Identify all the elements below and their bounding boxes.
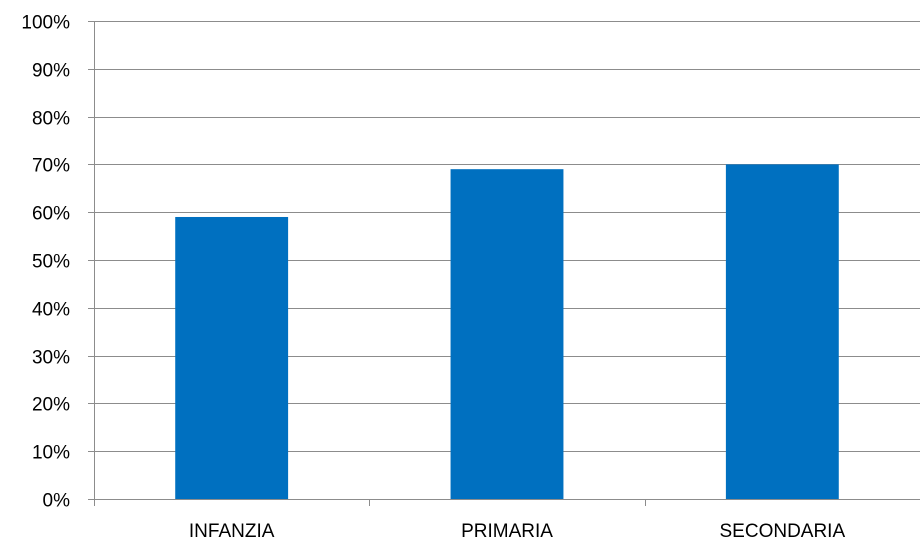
y-tick-label: 90% xyxy=(32,61,70,82)
y-tick-label: 60% xyxy=(32,204,70,225)
y-tick-label: 10% xyxy=(32,443,70,464)
y-tick-label: 0% xyxy=(43,491,71,512)
y-tick-labels: 0% 10% 20% 30% 40% 50% 60% 70% 80% 90% 100% xyxy=(21,13,70,512)
x-tick-label: PRIMARIA xyxy=(461,521,553,542)
axes xyxy=(88,21,920,506)
bar-secondaria xyxy=(725,164,839,499)
x-tick-labels: INFANZIA PRIMARIA SECONDARIA xyxy=(189,521,846,542)
y-tick-label: 50% xyxy=(32,252,70,273)
bars xyxy=(175,164,839,500)
y-tick-label: 80% xyxy=(32,109,70,130)
y-tick-label: 70% xyxy=(32,156,70,177)
bar-primaria xyxy=(450,169,564,499)
bar-infanzia xyxy=(175,216,289,500)
y-tick-label: 30% xyxy=(32,348,70,369)
x-tick-label: SECONDARIA xyxy=(720,521,846,542)
x-tick-label: INFANZIA xyxy=(189,521,275,542)
y-tick-label: 20% xyxy=(32,395,70,416)
y-tick-label: 100% xyxy=(21,13,70,34)
y-tick-label: 40% xyxy=(32,300,70,321)
